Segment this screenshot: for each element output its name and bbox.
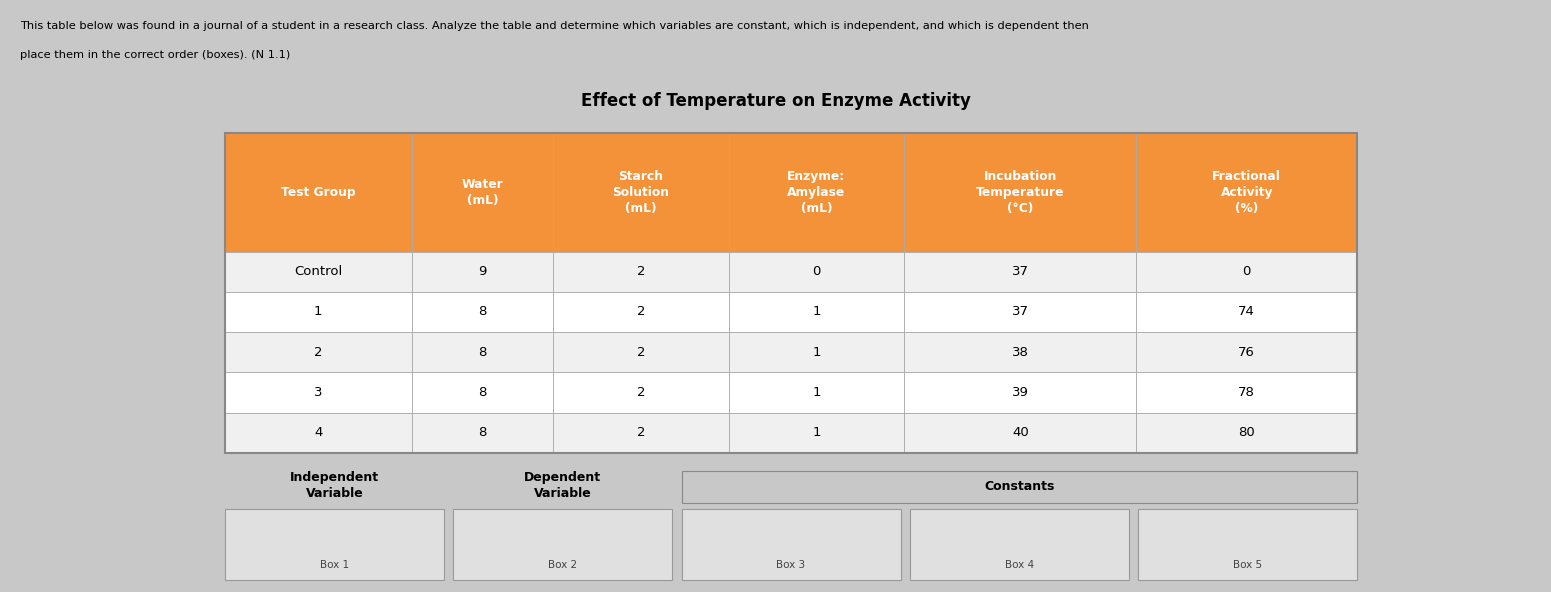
Text: 38: 38 [1011, 346, 1028, 359]
Text: Box 2: Box 2 [548, 559, 577, 570]
Bar [225, 292, 411, 332]
Bar [681, 471, 1357, 503]
Bar [729, 413, 904, 453]
Text: Dependent
Variable: Dependent Variable [524, 471, 602, 500]
Bar [225, 413, 411, 453]
Text: 2: 2 [637, 386, 645, 399]
Bar [554, 332, 729, 372]
Text: Water
(mL): Water (mL) [462, 178, 504, 207]
Text: 8: 8 [478, 386, 487, 399]
Bar [411, 252, 554, 292]
Text: Fractional
Activity
(%): Fractional Activity (%) [1213, 170, 1281, 215]
Text: 37: 37 [1011, 305, 1028, 318]
Text: 8: 8 [478, 346, 487, 359]
Bar [1138, 509, 1357, 580]
Text: Enzyme:
Amylase
(mL): Enzyme: Amylase (mL) [788, 170, 845, 215]
Bar [411, 413, 554, 453]
Text: 9: 9 [478, 265, 487, 278]
Text: Test Group: Test Group [281, 186, 355, 199]
Bar [904, 252, 1137, 292]
Bar [225, 252, 411, 292]
Text: 2: 2 [313, 346, 323, 359]
Bar [729, 252, 904, 292]
Text: 1: 1 [813, 305, 820, 318]
Text: Box 1: Box 1 [320, 559, 349, 570]
Text: 78: 78 [1238, 386, 1255, 399]
Bar [554, 133, 729, 252]
Bar [910, 509, 1129, 580]
Bar [225, 332, 411, 372]
Text: Constants: Constants [985, 481, 1055, 493]
Bar [411, 372, 554, 413]
Bar [225, 133, 1357, 453]
Bar [729, 332, 904, 372]
Text: 39: 39 [1011, 386, 1028, 399]
Text: 2: 2 [637, 265, 645, 278]
Bar [453, 509, 672, 580]
Text: This table below was found in a journal of a student in a research class. Analyz: This table below was found in a journal … [20, 21, 1089, 31]
Bar [904, 372, 1137, 413]
Text: 76: 76 [1238, 346, 1255, 359]
Bar [1137, 133, 1357, 252]
Text: Box 5: Box 5 [1233, 559, 1263, 570]
Text: Box 4: Box 4 [1005, 559, 1035, 570]
Text: 8: 8 [478, 305, 487, 318]
Text: 37: 37 [1011, 265, 1028, 278]
Text: Control: Control [295, 265, 343, 278]
Bar [904, 332, 1137, 372]
Bar [411, 332, 554, 372]
Bar [729, 133, 904, 252]
Text: 2: 2 [637, 426, 645, 439]
Bar [904, 292, 1137, 332]
Text: 1: 1 [813, 426, 820, 439]
Bar [411, 133, 554, 252]
Bar [729, 292, 904, 332]
Bar [554, 413, 729, 453]
Bar [554, 252, 729, 292]
Bar [1137, 332, 1357, 372]
Bar [225, 372, 411, 413]
Bar [681, 509, 901, 580]
Text: 2: 2 [637, 346, 645, 359]
Text: 3: 3 [313, 386, 323, 399]
Text: 74: 74 [1238, 305, 1255, 318]
Bar [554, 372, 729, 413]
Bar [1137, 292, 1357, 332]
Text: place them in the correct order (boxes). (N 1.1): place them in the correct order (boxes).… [20, 50, 290, 60]
Text: 4: 4 [315, 426, 323, 439]
Text: Box 3: Box 3 [777, 559, 805, 570]
Text: 0: 0 [813, 265, 820, 278]
Bar [729, 372, 904, 413]
Bar [411, 292, 554, 332]
Text: 80: 80 [1238, 426, 1255, 439]
Bar [1137, 252, 1357, 292]
Text: 1: 1 [813, 346, 820, 359]
Text: 2: 2 [637, 305, 645, 318]
Text: Incubation
Temperature
(°C): Incubation Temperature (°C) [976, 170, 1064, 215]
Bar [904, 413, 1137, 453]
Text: Effect of Temperature on Enzyme Activity: Effect of Temperature on Enzyme Activity [580, 92, 971, 110]
Text: 1: 1 [813, 386, 820, 399]
Bar [1137, 372, 1357, 413]
Bar [904, 133, 1137, 252]
Bar [225, 509, 444, 580]
Text: 1: 1 [313, 305, 323, 318]
Text: Starch
Solution
(mL): Starch Solution (mL) [613, 170, 670, 215]
Bar [1137, 413, 1357, 453]
Text: Independent
Variable: Independent Variable [290, 471, 378, 500]
Bar [225, 133, 411, 252]
Bar [554, 292, 729, 332]
Text: 8: 8 [478, 426, 487, 439]
Text: 0: 0 [1242, 265, 1252, 278]
Text: 40: 40 [1011, 426, 1028, 439]
